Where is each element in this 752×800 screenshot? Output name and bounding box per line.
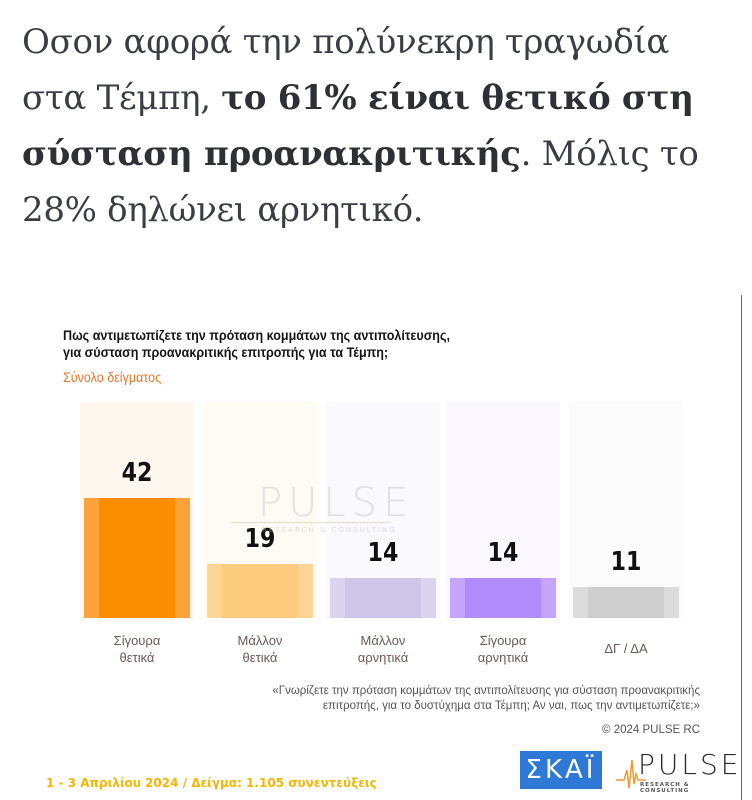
note-line1: «Γνωρίζετε την πρόταση κομμάτων της αντι… xyxy=(272,685,700,697)
category-line2: αρνητικά xyxy=(357,650,409,665)
bar-column: 42 xyxy=(80,402,194,618)
bar xyxy=(573,587,679,618)
chart-question: Πως αντιμετωπίζετε την πρόταση κομμάτων … xyxy=(63,327,547,361)
skai-logo: ΣΚΑΪ xyxy=(520,751,602,789)
note-line2: επιτροπής, για το δυστύχημα στα Τέμπη; Α… xyxy=(322,700,700,712)
bar-column: 19 xyxy=(203,402,317,618)
category-line1: Μάλλον xyxy=(237,633,283,648)
category-line1: ΔΓ / ΔΑ xyxy=(604,641,648,656)
pulse-logo-text: PULSE xyxy=(638,748,742,781)
headline-text-end: . Μόλις το 28% δηλώνει αρνητικό. xyxy=(22,134,699,230)
bar-category-label: Σίγουρα θετικά xyxy=(80,632,194,666)
article-headline: Οσον αφορά την πολύνεκρη τραγωδία στα Τέ… xyxy=(22,14,742,238)
bar xyxy=(330,578,436,618)
headline-text-start: Οσον αφορά την πολύνεκρη τραγωδία στα Τέ… xyxy=(22,22,670,118)
category-line2: αρνητικά xyxy=(477,650,529,665)
bar-category-label: ΔΓ / ΔΑ xyxy=(569,640,683,657)
category-line2: θετικά xyxy=(119,650,155,665)
bar-category-label: Μάλλον αρνητικά xyxy=(326,632,440,666)
watermark-pulse-line xyxy=(230,522,390,523)
pulse-wave-icon xyxy=(616,759,646,789)
bar xyxy=(207,564,313,618)
category-line1: Σίγουρα xyxy=(479,633,527,648)
bar-fill xyxy=(221,564,299,618)
bar-category-label: Σίγουρα αρνητικά xyxy=(446,632,560,666)
pulse-logo: PULSE RESEARCH & CONSULTING xyxy=(616,748,738,794)
category-line1: Μάλλον xyxy=(360,633,406,648)
watermark-pulse-tagline: RESEARCH & CONSULTING xyxy=(262,526,397,534)
bar-value-label: 19 xyxy=(244,524,276,554)
copyright: © 2024 PULSE RC xyxy=(602,724,700,736)
survey-date-sample: 1 - 3 Απριλίου 2024 / Δείγμα: 1.105 συνε… xyxy=(46,776,377,790)
bar xyxy=(84,498,190,618)
survey-question-note: «Γνωρίζετε την πρόταση κομμάτων της αντι… xyxy=(230,684,700,714)
bar-value-label: 14 xyxy=(487,538,519,568)
bar-column: 11 xyxy=(569,402,683,618)
bar-column: 14 xyxy=(446,402,560,618)
image-frame-border xyxy=(741,295,742,800)
bar-value-label: 11 xyxy=(610,547,642,577)
category-line1: Σίγουρα xyxy=(113,633,161,648)
pulse-logo-tagline: RESEARCH & CONSULTING xyxy=(640,782,690,794)
bar-column: 14 xyxy=(326,402,440,618)
watermark-pulse-logo: PULSE xyxy=(258,480,415,526)
headline-text-bold: το 61% είναι θετικό στη σύσταση προανακρ… xyxy=(22,78,694,174)
chart-question-line2: για σύσταση προανακριτικής επιτροπής για… xyxy=(63,345,389,360)
chart-question-line1: Πως αντιμετωπίζετε την πρόταση κομμάτων … xyxy=(63,328,450,343)
bar-fill xyxy=(98,498,176,618)
bar-category-label: Μάλλον θετικά xyxy=(203,632,317,666)
category-line2: θετικά xyxy=(242,650,278,665)
bar-fill xyxy=(587,587,665,618)
bar-fill xyxy=(344,578,422,618)
bar-value-label: 42 xyxy=(121,458,153,488)
bar xyxy=(450,578,556,618)
chart-subtitle: Σύνολο δείγματος xyxy=(63,370,162,385)
bar-value-label: 14 xyxy=(367,538,399,568)
bar-fill xyxy=(464,578,542,618)
